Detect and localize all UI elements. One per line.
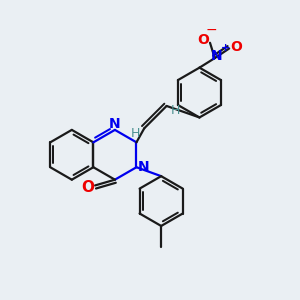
Text: O: O: [82, 181, 94, 196]
Text: N: N: [211, 49, 222, 63]
Text: O: O: [198, 33, 210, 46]
Text: +: +: [220, 43, 230, 52]
Text: N: N: [109, 117, 121, 131]
Text: H: H: [171, 104, 180, 117]
Text: H: H: [130, 127, 140, 140]
Text: O: O: [231, 40, 242, 54]
Text: N: N: [138, 160, 149, 174]
Text: −: −: [206, 22, 218, 36]
